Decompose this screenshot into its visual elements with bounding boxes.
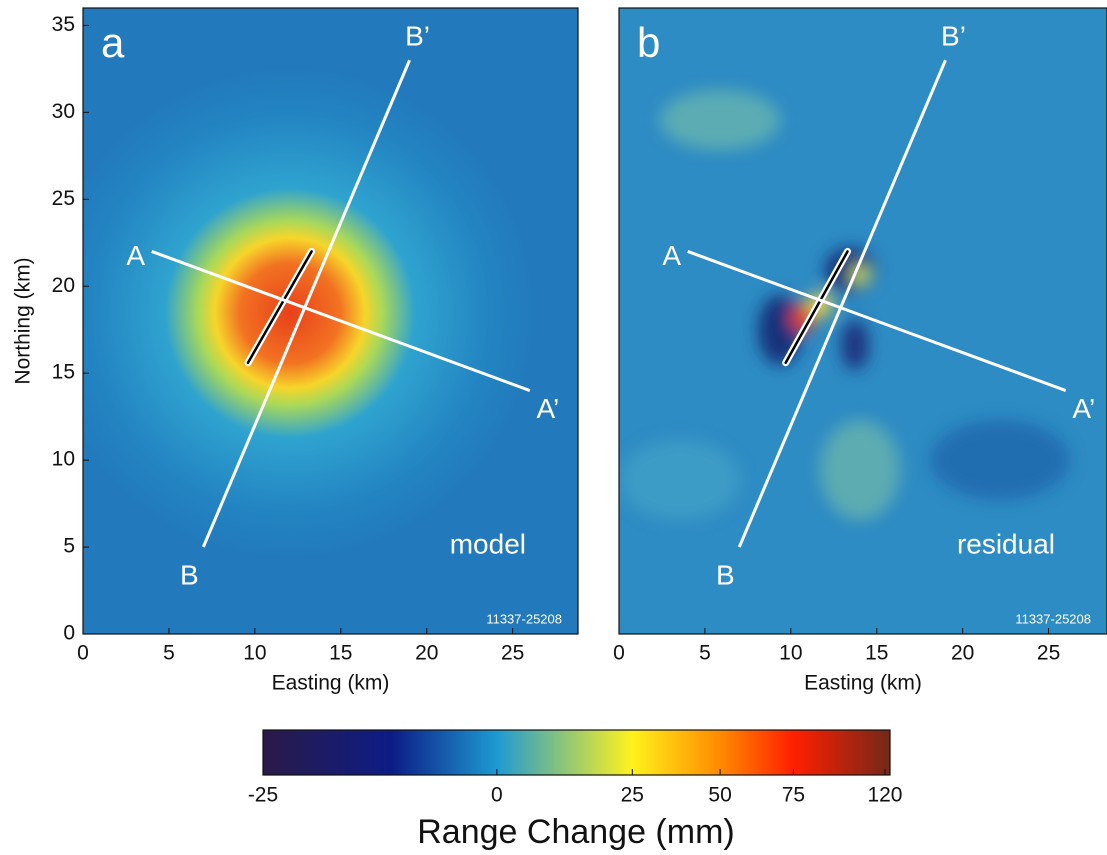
colorbar-title: Range Change (mm) (417, 813, 734, 851)
page: {"chart_data": [ {"type": "map", "panel_… (0, 0, 1107, 855)
profile-start-label: B (180, 559, 199, 590)
x-tick-label: 0 (77, 642, 89, 665)
scene-id: 11337-25208 (486, 611, 562, 626)
colorbar-tick-label: 25 (621, 784, 644, 807)
profile-start-label: A (126, 240, 145, 271)
colorbar (263, 730, 890, 775)
profile-end-label: B’ (941, 21, 966, 52)
x-tick-label: 25 (501, 642, 524, 665)
panel-label: a (101, 19, 125, 66)
figure: 0 5 10 15 20 25 0 5 10 15 20 25 30 35 Easting (km) Nort… (0, 0, 1107, 855)
x-tick-label: 0 (613, 642, 625, 665)
x-tick-label: 15 (329, 642, 352, 665)
panel-annotation: model (450, 528, 526, 559)
colorbar-tick-label: 75 (782, 784, 805, 807)
x-tick-label: 5 (163, 642, 175, 665)
profile-end-label: A’ (536, 393, 559, 424)
y-tick-label: 25 (52, 187, 75, 210)
y-tick-label: 10 (52, 448, 75, 471)
x-tick-label: 20 (415, 642, 438, 665)
scene-id: 11337-25208 (1015, 611, 1091, 626)
x-axis-label: Easting (km) (272, 672, 390, 695)
y-tick-label: 20 (52, 274, 75, 297)
profile-start-label: A (662, 240, 681, 271)
y-tick-label: 15 (52, 361, 75, 384)
y-tick-label: 0 (63, 622, 75, 645)
x-tick-label: 5 (699, 642, 711, 665)
x-tick-label: 10 (243, 642, 266, 665)
profile-end-label: A’ (1072, 393, 1095, 424)
panel-annotation: residual (957, 528, 1055, 559)
x-tick-label: 25 (1037, 642, 1060, 665)
x-tick-label: 20 (951, 642, 974, 665)
colorbar-tick-label: 120 (867, 784, 902, 807)
colorbar-tick-label: 50 (708, 784, 731, 807)
y-tick-label: 35 (52, 13, 75, 36)
colorbar-tick-label: 0 (491, 784, 503, 807)
profile-start-label: B (716, 559, 735, 590)
x-axis-label: Easting (km) (804, 672, 922, 695)
y-tick-label: 30 (52, 100, 75, 123)
panel-label: b (637, 19, 660, 66)
colorbar-tick-label: -25 (248, 784, 278, 807)
y-axis-label: Northing (km) (12, 257, 35, 384)
x-tick-label: 10 (779, 642, 802, 665)
y-tick-label: 5 (63, 535, 75, 558)
x-tick-label: 15 (865, 642, 888, 665)
profile-end-label: B’ (405, 21, 430, 52)
